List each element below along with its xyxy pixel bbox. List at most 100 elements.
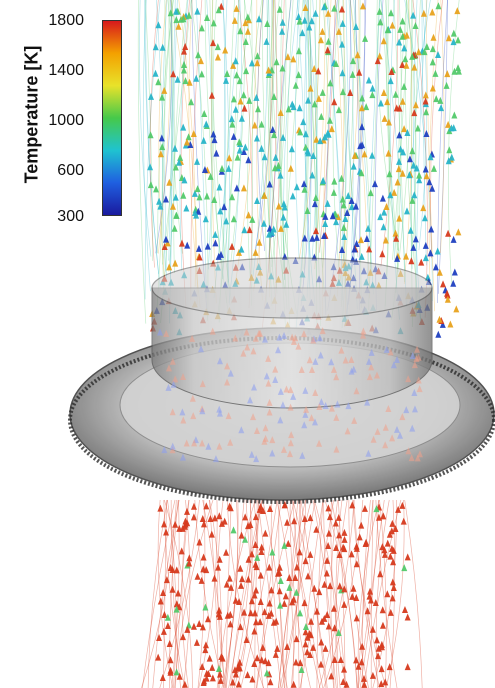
streamline-arrow <box>249 215 256 223</box>
streamline-arrow <box>230 215 237 223</box>
streamline-arrow <box>277 224 284 232</box>
streamline-arrow <box>336 551 343 559</box>
streamline-arrow <box>433 95 440 103</box>
streamline-arrow <box>387 348 394 356</box>
streamline-arrow <box>375 513 382 521</box>
streamline <box>253 0 274 257</box>
streamline-arrow <box>325 529 332 537</box>
streamline-arrow <box>350 584 357 592</box>
streamline-arrow <box>281 599 288 607</box>
streamline-arrow <box>169 442 176 450</box>
streamline-arrow <box>367 587 374 595</box>
streamline-arrow <box>172 193 179 201</box>
streamline-arrow <box>409 147 416 155</box>
streamline-arrow <box>231 666 238 674</box>
streamline-arrow <box>173 566 180 574</box>
streamline-arrow <box>277 577 284 585</box>
streamline-arrow <box>429 84 436 92</box>
streamline <box>142 499 176 688</box>
streamline-arrow <box>388 9 395 17</box>
streamline-arrow <box>178 547 185 555</box>
streamline-arrow <box>288 431 295 439</box>
streamline-arrow <box>388 67 395 75</box>
streamline-arrow <box>370 435 377 443</box>
streamline-arrow <box>195 51 202 59</box>
streamline-arrow <box>367 189 374 197</box>
streamline-arrow <box>358 104 365 112</box>
streamline-arrow <box>173 16 180 24</box>
streamline-arrow <box>247 520 254 528</box>
streamline-arrow <box>296 17 303 25</box>
streamline-arrow <box>404 613 411 621</box>
streamline-arrow <box>333 543 340 551</box>
streamline-arrow <box>324 556 331 564</box>
streamline <box>253 0 275 292</box>
streamline-arrow <box>423 43 430 51</box>
streamline <box>257 0 266 252</box>
streamline-arrow <box>359 141 366 149</box>
streamline-arrow <box>286 574 293 582</box>
streamline <box>158 0 173 254</box>
streamline <box>421 0 427 266</box>
streamline-arrow <box>248 550 255 558</box>
streamline-arrow <box>339 195 346 203</box>
streamline-arrow <box>339 19 346 27</box>
streamline-arrow <box>202 215 209 223</box>
streamline-arrow <box>202 646 209 654</box>
streamline-arrow <box>269 436 276 444</box>
streamline-arrow <box>195 207 202 215</box>
streamline-arrow <box>432 263 439 271</box>
streamline-arrow <box>295 12 302 20</box>
streamline-arrow <box>396 38 403 46</box>
streamline-arrow <box>242 37 249 45</box>
streamline-arrow <box>348 356 355 364</box>
streamline-arrow <box>335 27 342 35</box>
streamline-arrow <box>223 548 230 556</box>
streamline-arrow <box>341 528 348 536</box>
streamline-arrow <box>258 656 265 664</box>
streamline-arrow <box>155 78 162 86</box>
streamline-arrow <box>245 575 252 583</box>
streamline-arrow <box>439 320 446 328</box>
streamline-arrow <box>211 514 218 522</box>
streamline-arrow <box>399 61 406 69</box>
streamline-arrow <box>159 673 166 681</box>
streamline-arrow <box>173 600 180 608</box>
streamline <box>190 0 203 300</box>
streamline-arrow <box>288 145 295 153</box>
streamline <box>403 0 413 285</box>
streamline-arrow <box>265 379 272 387</box>
streamline-arrow <box>287 439 294 447</box>
streamline-arrow <box>331 98 338 106</box>
streamline-arrow <box>281 541 288 549</box>
streamline-arrow <box>351 245 358 253</box>
streamline-arrow <box>309 234 316 242</box>
streamline-arrow <box>276 5 283 13</box>
streamline-arrow <box>390 583 397 591</box>
streamline-arrow <box>301 16 308 24</box>
streamline-arrow <box>210 130 217 138</box>
streamline-arrow <box>392 90 399 98</box>
streamline-arrow <box>184 519 191 527</box>
streamline-arrow <box>286 450 293 458</box>
streamline-arrow <box>365 224 372 232</box>
streamline-arrow <box>423 172 430 180</box>
streamline-arrow <box>450 38 457 46</box>
streamline-arrow <box>158 134 165 142</box>
streamline-arrow <box>275 202 282 210</box>
streamline-arrow <box>328 672 335 680</box>
streamline-arrow <box>188 98 195 106</box>
streamline <box>300 499 327 688</box>
streamline-arrow <box>415 353 422 361</box>
streamline <box>255 499 282 688</box>
streamline-arrow <box>253 455 260 463</box>
streamline-arrow <box>218 519 225 527</box>
streamline-arrow <box>190 513 197 521</box>
streamline-arrow <box>243 328 250 336</box>
streamline-arrow <box>385 404 392 412</box>
streamline-arrow <box>284 53 291 61</box>
streamline-arrow <box>451 67 458 75</box>
streamline-arrow <box>434 247 441 255</box>
streamline-arrow <box>207 172 214 180</box>
